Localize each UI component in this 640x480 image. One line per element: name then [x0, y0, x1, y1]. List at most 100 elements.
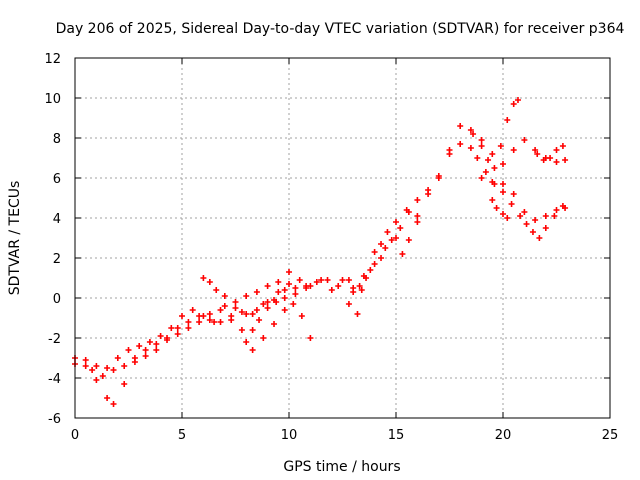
data-point	[414, 213, 421, 219]
data-point	[478, 143, 485, 149]
data-point	[104, 395, 111, 401]
data-point	[354, 311, 361, 317]
data-point	[168, 325, 175, 331]
data-point	[104, 365, 111, 371]
data-point	[232, 305, 239, 311]
series-arc-8	[474, 155, 566, 241]
x-tick-label: 15	[388, 428, 405, 443]
data-point	[260, 301, 267, 307]
data-point	[253, 289, 260, 295]
y-tick-label: 6	[53, 172, 61, 187]
data-point	[82, 357, 89, 363]
data-point	[264, 305, 271, 311]
data-point	[388, 237, 395, 243]
data-point	[559, 203, 566, 209]
data-point	[559, 143, 566, 149]
y-tick-label: -2	[48, 332, 61, 347]
data-point	[328, 287, 335, 293]
data-point	[405, 237, 412, 243]
data-point	[185, 319, 192, 325]
data-point	[510, 191, 517, 197]
data-point	[303, 285, 310, 291]
data-point	[504, 117, 511, 123]
data-point	[249, 347, 256, 353]
series-arc-7	[470, 97, 521, 171]
data-point	[174, 331, 181, 337]
x-axis-label: GPS time / hours	[283, 459, 400, 475]
data-point	[253, 307, 260, 313]
data-point	[547, 155, 554, 161]
data-point	[510, 147, 517, 153]
data-point	[489, 197, 496, 203]
data-point	[382, 245, 389, 251]
data-point	[497, 143, 504, 149]
grid	[75, 58, 610, 418]
data-point	[174, 325, 181, 331]
data-point	[540, 157, 547, 163]
series-arc-5	[200, 275, 292, 317]
data-point	[536, 235, 543, 241]
data-point	[298, 313, 305, 319]
data-point	[542, 213, 549, 219]
x-tick-label: 20	[495, 428, 512, 443]
data-point	[485, 157, 492, 163]
data-point	[534, 151, 541, 157]
data-point	[345, 277, 352, 283]
data-point	[367, 267, 374, 273]
data-point	[256, 317, 263, 323]
data-point	[264, 283, 271, 289]
data-point	[324, 277, 331, 283]
data-point	[238, 309, 245, 315]
data-point	[500, 161, 506, 167]
data-point	[89, 367, 96, 373]
data-point	[286, 269, 292, 275]
data-point	[93, 377, 100, 383]
data-point	[271, 321, 278, 327]
data-point	[335, 283, 342, 289]
data-point	[228, 313, 235, 319]
data-point	[425, 191, 432, 197]
series-arc-1	[72, 123, 569, 371]
data-point	[562, 157, 569, 163]
data-point	[517, 213, 524, 219]
data-point	[393, 219, 399, 225]
series-arc-9	[489, 197, 511, 221]
x-tick-label: 5	[178, 428, 186, 443]
series-arc-6	[345, 219, 421, 317]
data-point	[467, 127, 474, 133]
y-tick-label: 8	[53, 132, 61, 147]
data-point	[142, 347, 149, 353]
data-point	[213, 287, 220, 293]
data-point	[243, 293, 250, 299]
data-point	[292, 291, 299, 297]
data-point	[551, 213, 558, 219]
data-point	[136, 343, 143, 349]
y-tick-label: -6	[48, 412, 61, 427]
x-tick-label: 0	[71, 428, 79, 443]
series-arc-4	[243, 295, 314, 345]
data-point	[435, 175, 442, 181]
data-point	[491, 165, 498, 171]
data-point	[446, 151, 453, 157]
data-point	[405, 209, 412, 215]
data-point	[82, 363, 89, 369]
data-point	[457, 123, 464, 129]
data-point	[478, 175, 485, 181]
data-point	[350, 289, 357, 295]
data-point	[500, 181, 506, 187]
data-point	[514, 97, 521, 103]
data-point	[290, 301, 297, 307]
plot-frame	[74, 57, 611, 419]
data-point	[189, 307, 196, 313]
data-point	[296, 277, 303, 283]
chart-title: Day 206 of 2025, Sidereal Day-to-day VTE…	[56, 21, 625, 37]
data-point	[238, 327, 245, 333]
data-point	[249, 327, 256, 333]
y-tick-label: -4	[48, 372, 61, 387]
y-tick-label: 12	[44, 52, 61, 67]
data-point	[146, 339, 153, 345]
data-point	[281, 295, 288, 301]
data-point	[493, 205, 500, 211]
data-point	[93, 363, 100, 369]
data-point	[553, 159, 560, 165]
